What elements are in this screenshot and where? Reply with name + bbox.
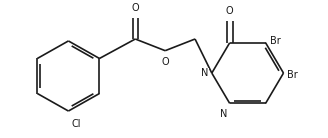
Text: O: O (226, 6, 234, 16)
Text: N: N (201, 68, 209, 78)
Text: O: O (132, 3, 139, 13)
Text: N: N (220, 109, 228, 119)
Text: Br: Br (270, 36, 280, 46)
Text: O: O (161, 58, 169, 67)
Text: Cl: Cl (72, 119, 81, 129)
Text: Br: Br (287, 70, 298, 80)
